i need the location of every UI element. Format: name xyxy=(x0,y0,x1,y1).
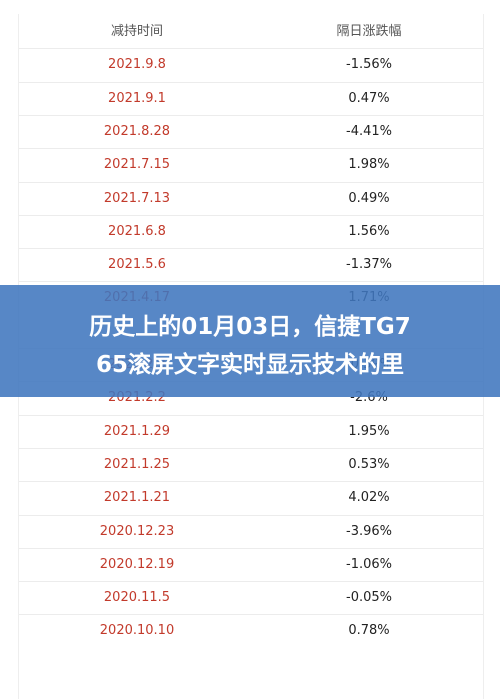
date-cell: 2021.6.8 xyxy=(108,223,166,239)
row-divider xyxy=(19,614,483,616)
change-cell: 1.98% xyxy=(348,157,390,173)
date-cell: 2021.1.21 xyxy=(103,490,171,506)
row-divider xyxy=(19,581,483,583)
row-divider xyxy=(19,248,483,250)
change-cell: 0.49% xyxy=(348,190,390,206)
date-cell: 2021.9.8 xyxy=(108,57,166,73)
row-divider xyxy=(19,547,483,549)
row-divider xyxy=(19,148,483,150)
row-divider xyxy=(19,514,483,516)
change-cell: -1.56% xyxy=(346,57,392,73)
row-divider xyxy=(19,447,483,449)
change-cell: -4.41% xyxy=(346,123,392,139)
date-cell: 2020.10.10 xyxy=(99,623,175,639)
row-divider xyxy=(19,114,483,116)
date-cell: 2021.7.13 xyxy=(103,190,171,206)
change-cell: 1.95% xyxy=(348,423,390,439)
date-cell: 2020.12.23 xyxy=(99,523,175,539)
change-cell: -0.05% xyxy=(346,590,392,606)
header-cell: 减持时间 xyxy=(110,24,163,39)
change-cell: 0.53% xyxy=(348,456,390,472)
change-cell: 4.02% xyxy=(348,490,390,506)
row-divider xyxy=(19,414,483,416)
date-cell: 2021.5.6 xyxy=(108,257,166,273)
date-cell: 2021.7.15 xyxy=(103,157,171,173)
title-banner: 历史上的01月03日，信捷TG7 65滚屏文字实时显示技术的里 xyxy=(0,285,500,397)
banner-line: 65滚屏文字实时显示技术的里 xyxy=(95,352,404,378)
row-divider xyxy=(19,481,483,483)
change-cell: 1.56% xyxy=(348,223,390,239)
change-cell: -1.06% xyxy=(346,556,392,572)
date-cell: 2021.1.25 xyxy=(103,456,171,472)
change-cell: 0.47% xyxy=(348,90,390,106)
row-divider xyxy=(19,214,483,216)
change-cell: -1.37% xyxy=(346,257,392,273)
date-cell: 2020.11.5 xyxy=(103,590,171,606)
change-cell: 0.78% xyxy=(348,623,390,639)
date-cell: 2021.8.28 xyxy=(103,123,171,139)
date-cell: 2020.12.19 xyxy=(99,556,175,572)
date-cell: 2021.1.29 xyxy=(103,423,171,439)
row-divider xyxy=(19,281,483,283)
date-cell: 2021.9.1 xyxy=(108,90,166,106)
row-divider xyxy=(19,48,483,50)
header-cell: 隔日涨跌幅 xyxy=(336,24,402,39)
change-cell: -3.96% xyxy=(346,523,392,539)
banner-line: 历史上的01月03日，信捷TG7 xyxy=(89,314,411,340)
row-divider xyxy=(19,181,483,183)
row-divider xyxy=(19,81,483,83)
